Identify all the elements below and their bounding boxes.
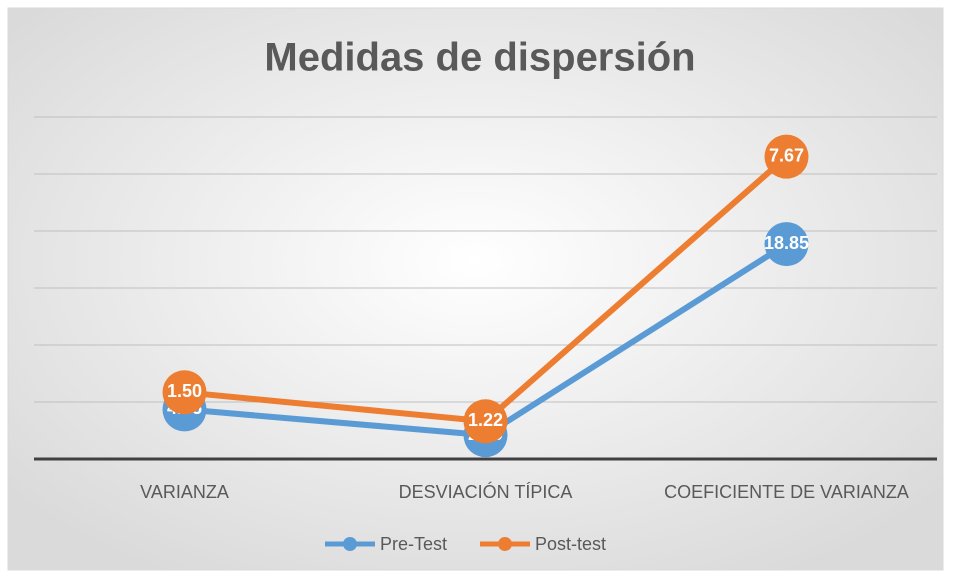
- data-label: 18.85: [764, 233, 809, 253]
- legend-label: Pre-Test: [380, 534, 447, 554]
- x-tick-label: COEFICIENTE DE VARIANZA: [664, 482, 909, 502]
- data-point: [764, 222, 809, 267]
- chart-background: [7, 7, 944, 571]
- legend-marker: [498, 537, 512, 551]
- data-label: 7.67: [769, 145, 804, 165]
- legend-label: Post-test: [535, 534, 606, 554]
- chart-title: Medidas de dispersión: [264, 36, 695, 80]
- data-point: [162, 370, 207, 415]
- data-label: 1.22: [468, 410, 503, 430]
- data-point: [764, 134, 809, 179]
- x-tick-label: DESVIACIÓN TÍPICA: [399, 481, 573, 502]
- data-label: 1.50: [167, 381, 202, 401]
- legend-marker: [343, 537, 357, 551]
- x-tick-label: VARIANZA: [140, 482, 229, 502]
- data-point: [463, 399, 508, 444]
